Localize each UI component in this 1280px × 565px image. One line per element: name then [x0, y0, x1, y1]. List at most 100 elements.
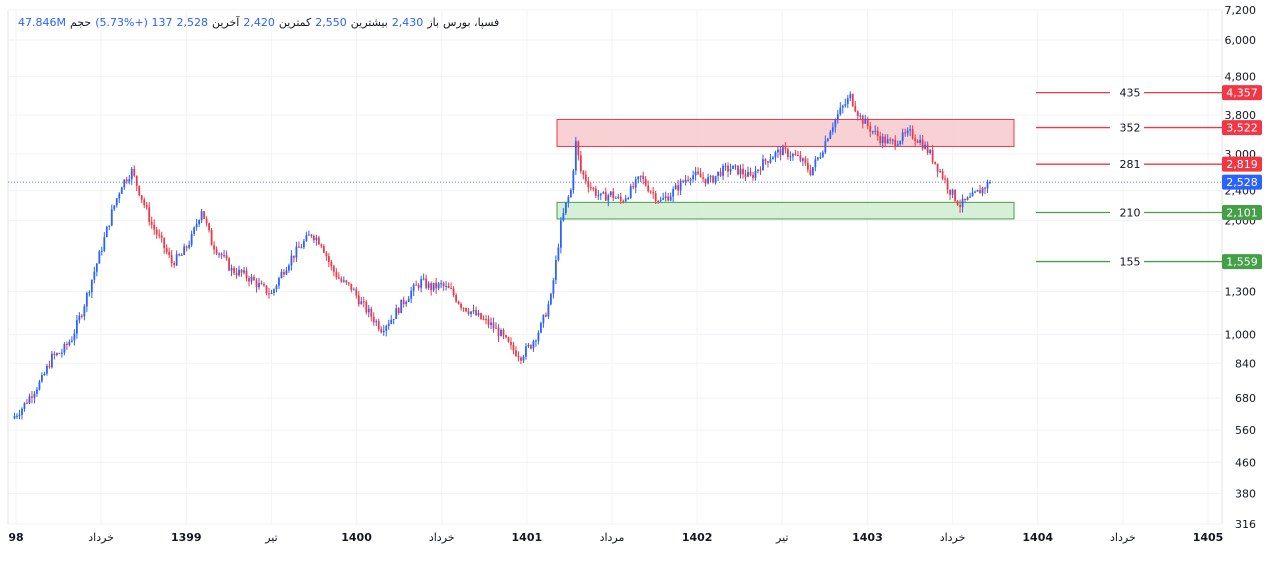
y-tick-label: 1,300 [1225, 285, 1257, 298]
candle-body [989, 182, 991, 184]
x-axis[interactable]: 98 خرداد 1399 تیر 1400 خرداد 1401 مرداد 1402 تیر 1… [8, 531, 1223, 544]
candle-body [243, 270, 245, 273]
candle-body [402, 299, 405, 305]
candle-body [28, 396, 31, 404]
candle-body [128, 179, 131, 182]
candle-body [569, 189, 572, 198]
candle-body [657, 200, 660, 202]
candle-body [774, 152, 777, 158]
candle-body [634, 179, 637, 188]
candle-body [522, 356, 525, 361]
candle-body [986, 182, 989, 189]
candle-body [70, 340, 73, 342]
candle-body [841, 105, 844, 108]
candle-body [495, 327, 497, 329]
candle-body [702, 177, 704, 179]
candle-body [672, 189, 675, 197]
candle-body [589, 187, 592, 189]
candle-body [120, 187, 123, 194]
candle-body [228, 258, 230, 271]
level-label: 210 [1120, 207, 1141, 220]
candle-body [969, 196, 971, 198]
candle-body [924, 144, 927, 149]
candle-body [31, 396, 33, 398]
candle-body [213, 245, 215, 250]
candle-body [682, 180, 685, 182]
candle-body [627, 198, 630, 200]
candle-body [193, 227, 196, 234]
candle-body [881, 136, 884, 144]
candle-body [48, 365, 51, 368]
candle-body [407, 298, 410, 302]
candle-body [105, 226, 108, 238]
candle-body [607, 195, 610, 201]
x-tick-label: 1405 [1193, 531, 1224, 544]
candle-body [709, 176, 712, 178]
candle-body [782, 147, 784, 156]
candle-body [500, 329, 502, 337]
candle-body [327, 256, 330, 262]
candle-body [567, 197, 570, 203]
candle-body [340, 278, 343, 282]
candle-body [582, 171, 585, 175]
candle-body [125, 179, 128, 182]
candle-body [133, 168, 136, 176]
candle-body [332, 266, 335, 272]
y-tick-label: 560 [1235, 424, 1256, 437]
candle-body [123, 179, 126, 188]
candle-body [422, 278, 425, 280]
candle-body [195, 224, 198, 228]
candle-body [619, 196, 622, 201]
candle-body [46, 365, 48, 374]
candle-body [317, 237, 320, 245]
candle-body [293, 255, 295, 258]
legend-volume-label: حجم [69, 16, 92, 29]
candle-body [909, 129, 912, 131]
candle-body [787, 149, 789, 157]
candle-body [412, 284, 415, 291]
candle-body [397, 308, 400, 314]
candle-body [594, 188, 597, 196]
candle-body [579, 155, 582, 172]
x-tick-label: خرداد [429, 531, 455, 544]
y-tick-label: 380 [1235, 488, 1256, 501]
candle-body [604, 192, 607, 201]
candle-body [472, 310, 475, 312]
candle-body [225, 255, 228, 259]
candle-body [377, 321, 380, 330]
legend-close-label: آخرین [211, 16, 240, 29]
candle-body [864, 118, 867, 124]
candle-body [245, 270, 248, 279]
candle-body [734, 165, 737, 167]
candle-body [223, 255, 225, 257]
x-tick-label: 1404 [1022, 531, 1053, 544]
candle-body [240, 269, 243, 273]
candle-body [375, 321, 378, 323]
zones [556, 118, 1015, 220]
candle-body [974, 191, 976, 193]
candle-body [460, 303, 462, 308]
candle-body [564, 202, 567, 214]
candle-body [170, 255, 173, 264]
x-tick-label: 98 [8, 531, 23, 544]
x-tick-label: مرداد [600, 531, 625, 544]
x-tick-label: 1400 [341, 531, 372, 544]
candle-body [699, 173, 702, 178]
candle-body [275, 285, 278, 290]
legend-symbol: فسپا، بورس [443, 16, 500, 29]
candle-body [764, 159, 767, 162]
candle-body [652, 192, 655, 194]
level-label: 352 [1120, 122, 1141, 135]
candle-body [687, 179, 690, 181]
candle-body [876, 130, 879, 137]
candle-body [360, 301, 363, 305]
candle-body [265, 285, 268, 294]
y-axis[interactable]: 3163804605606808401,0001,3002,0002,4003,… [1222, 4, 1262, 531]
candle-body [425, 278, 428, 288]
candle-body [455, 295, 457, 302]
candle-body [13, 416, 16, 419]
candle-body [475, 310, 477, 316]
legend-low-label: کمترین [278, 16, 312, 29]
